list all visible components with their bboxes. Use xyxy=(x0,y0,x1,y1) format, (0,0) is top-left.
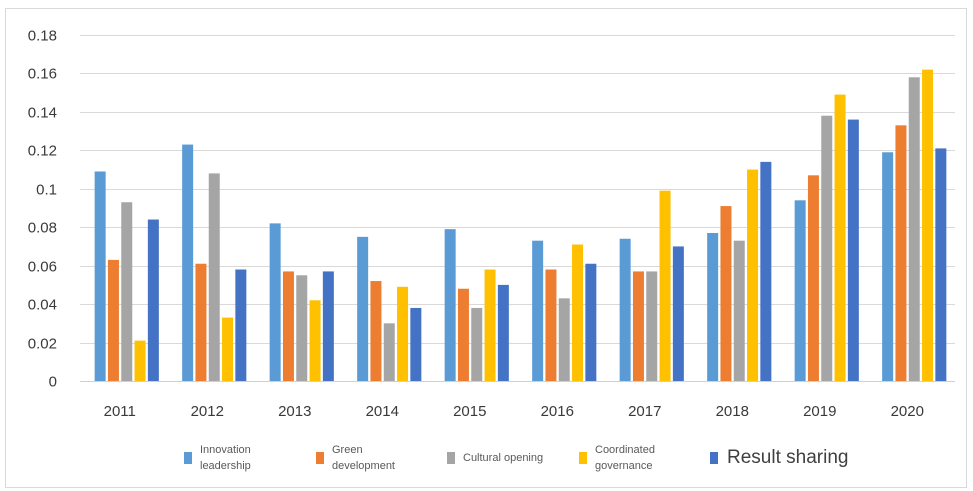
bar xyxy=(282,271,294,381)
bar xyxy=(182,144,194,381)
bar xyxy=(935,148,947,381)
bar xyxy=(908,77,920,381)
bar xyxy=(585,263,597,381)
bar xyxy=(235,269,247,381)
bar xyxy=(357,236,369,381)
bar xyxy=(269,223,281,381)
bars xyxy=(94,69,947,381)
bar xyxy=(410,307,422,381)
bar xyxy=(383,323,395,381)
bar xyxy=(733,240,745,381)
bar xyxy=(720,206,732,381)
bar xyxy=(558,298,570,381)
bar xyxy=(147,219,159,381)
bar xyxy=(882,152,894,381)
bar xyxy=(707,232,719,381)
y-tick-label: 0.08 xyxy=(28,220,57,237)
x-tick-label: 2013 xyxy=(278,403,311,420)
x-tick-label: 2015 xyxy=(453,403,486,420)
bar xyxy=(370,281,382,381)
bar xyxy=(107,259,119,381)
bar xyxy=(895,125,907,381)
y-tick-label: 0.02 xyxy=(28,336,57,353)
x-tick-label: 2020 xyxy=(891,403,924,420)
bar xyxy=(632,271,644,381)
bar xyxy=(922,69,934,381)
x-axis-tick-labels: 2011 2012 2013 2014 2015 2016 2017 2018 2019 2020 xyxy=(104,403,924,420)
bar xyxy=(532,240,544,381)
y-tick-label: 0.06 xyxy=(28,259,57,276)
bar xyxy=(397,286,409,381)
y-tick-label: 0.04 xyxy=(28,297,57,314)
y-tick-label: 0.1 xyxy=(36,182,57,199)
bar xyxy=(807,175,819,381)
y-tick-label: 0.14 xyxy=(28,105,57,122)
bar xyxy=(471,307,483,381)
bar xyxy=(659,190,671,381)
bar xyxy=(195,263,207,381)
bar xyxy=(457,288,469,381)
y-tick-label: 0 xyxy=(49,374,57,391)
bar xyxy=(444,229,456,381)
bar xyxy=(847,119,859,381)
y-axis-tick-labels: 0 0.02 0.04 0.06 0.08 0.1 0.12 0.14 0.16 0.18 xyxy=(28,28,57,391)
x-tick-label: 2011 xyxy=(104,403,136,420)
bar xyxy=(794,200,806,381)
bar xyxy=(572,244,584,381)
bar xyxy=(834,94,846,381)
bar xyxy=(484,269,496,381)
chart-border xyxy=(5,8,967,488)
bar xyxy=(497,284,509,381)
x-tick-label: 2018 xyxy=(716,403,749,420)
x-tick-label: 2019 xyxy=(803,403,836,420)
bar xyxy=(747,169,759,381)
bar xyxy=(760,161,772,381)
bar xyxy=(121,202,133,381)
bar xyxy=(222,317,234,381)
bar xyxy=(208,173,220,381)
bar xyxy=(94,171,106,381)
bar xyxy=(322,271,334,381)
x-tick-label: 2012 xyxy=(191,403,224,420)
bar xyxy=(619,238,631,381)
bar xyxy=(296,275,308,381)
bar xyxy=(646,271,658,381)
x-tick-label: 2014 xyxy=(366,403,399,420)
y-tick-label: 0.18 xyxy=(28,28,57,45)
x-tick-label: 2016 xyxy=(541,403,574,420)
bar xyxy=(545,269,557,381)
y-tick-label: 0.16 xyxy=(28,66,57,83)
y-tick-label: 0.12 xyxy=(28,143,57,160)
bar xyxy=(672,246,684,381)
bar xyxy=(821,115,833,381)
bar xyxy=(309,300,321,381)
bar xyxy=(134,340,146,381)
x-tick-label: 2017 xyxy=(628,403,661,420)
